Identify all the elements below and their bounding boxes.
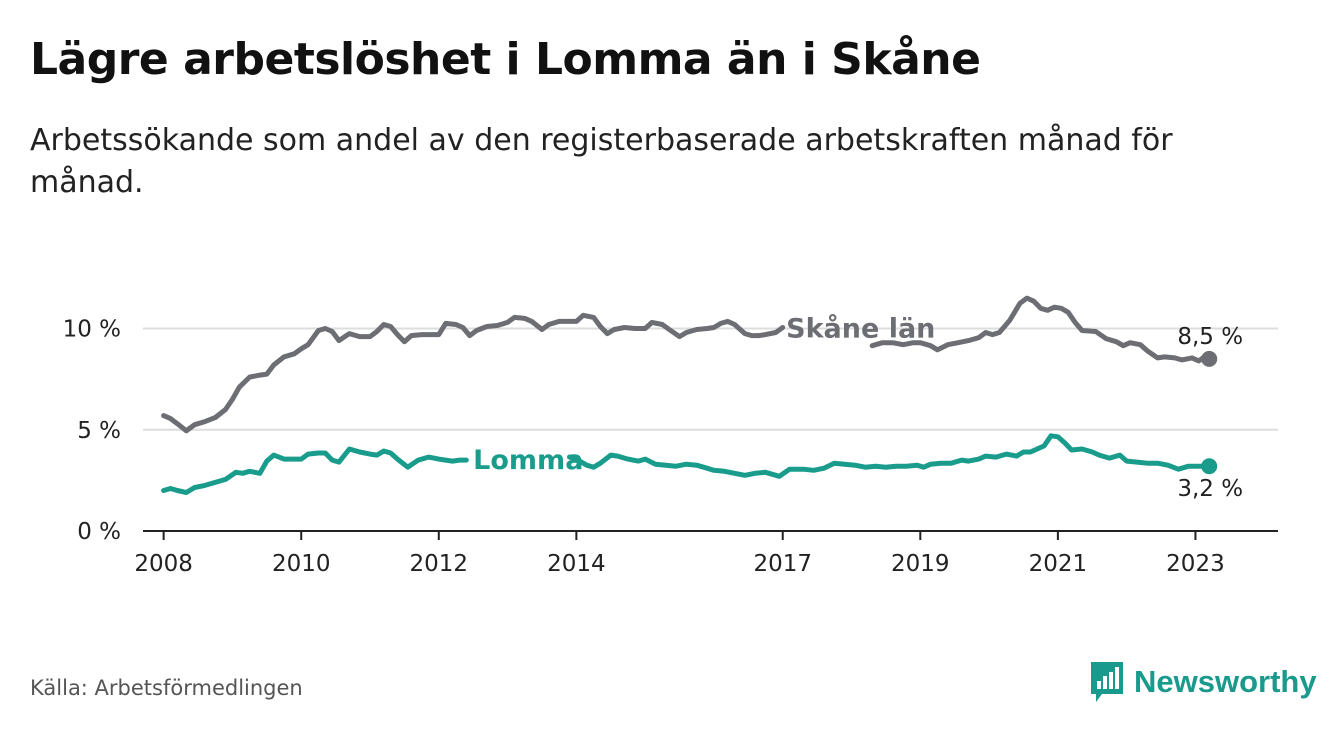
y-axis-ticks: 0 % 5 % 10 % [63,317,121,546]
series-lines [161,295,1218,495]
x-tick-label: 2017 [753,551,812,577]
series-labels: 8,5 % Skåne län 3,2 % Lomma [473,313,1243,503]
source-note: Källa: Arbetsförmedlingen [30,676,303,700]
x-tick-label: 2012 [410,551,469,577]
x-tick-label: 2014 [547,551,606,577]
series-line-sk-ne-l-n [161,295,1212,434]
series-end-point-lomma [1201,458,1218,475]
x-tick-label: 2021 [1029,551,1088,577]
x-tick-label: 2010 [272,551,331,577]
y-tick-label: 0 % [77,519,121,545]
series-end-label-sk-ne-l-n: 8,5 % [1177,324,1243,350]
y-tick-label: 10 % [63,317,121,343]
x-tick-label: 2019 [891,551,950,577]
brand-logo[interactable]: Newsworthy [1088,660,1317,704]
series-name-label-lomma: Lomma [473,445,583,476]
x-axis-ticks: 2008 2010 2012 2014 2017 2019 2021 2023 [134,531,1225,577]
chart-title: Lägre arbetslöshet i Lomma än i Skåne [30,34,981,85]
chart-subtitle: Arbetssökande som andel av den registerb… [30,123,1173,200]
y-tick-label: 5 % [77,418,121,444]
series-name-label-sk-ne-l-n: Skåne län [786,313,935,345]
brand-name: Newsworthy [1134,664,1317,699]
series-line-lomma [161,433,1212,495]
series-end-point-sk-ne-l-n [1201,350,1218,367]
x-tick-label: 2023 [1166,551,1225,577]
grid-lines [143,327,1278,431]
series-end-label-lomma: 3,2 % [1177,476,1243,502]
bar-chart-logo-icon [1091,662,1123,702]
line-chart: 0 %5 %10 % 2008 2010 2012 2014 2017 2019 2021 2… [63,295,1278,577]
x-tick-label: 2008 [134,551,193,577]
